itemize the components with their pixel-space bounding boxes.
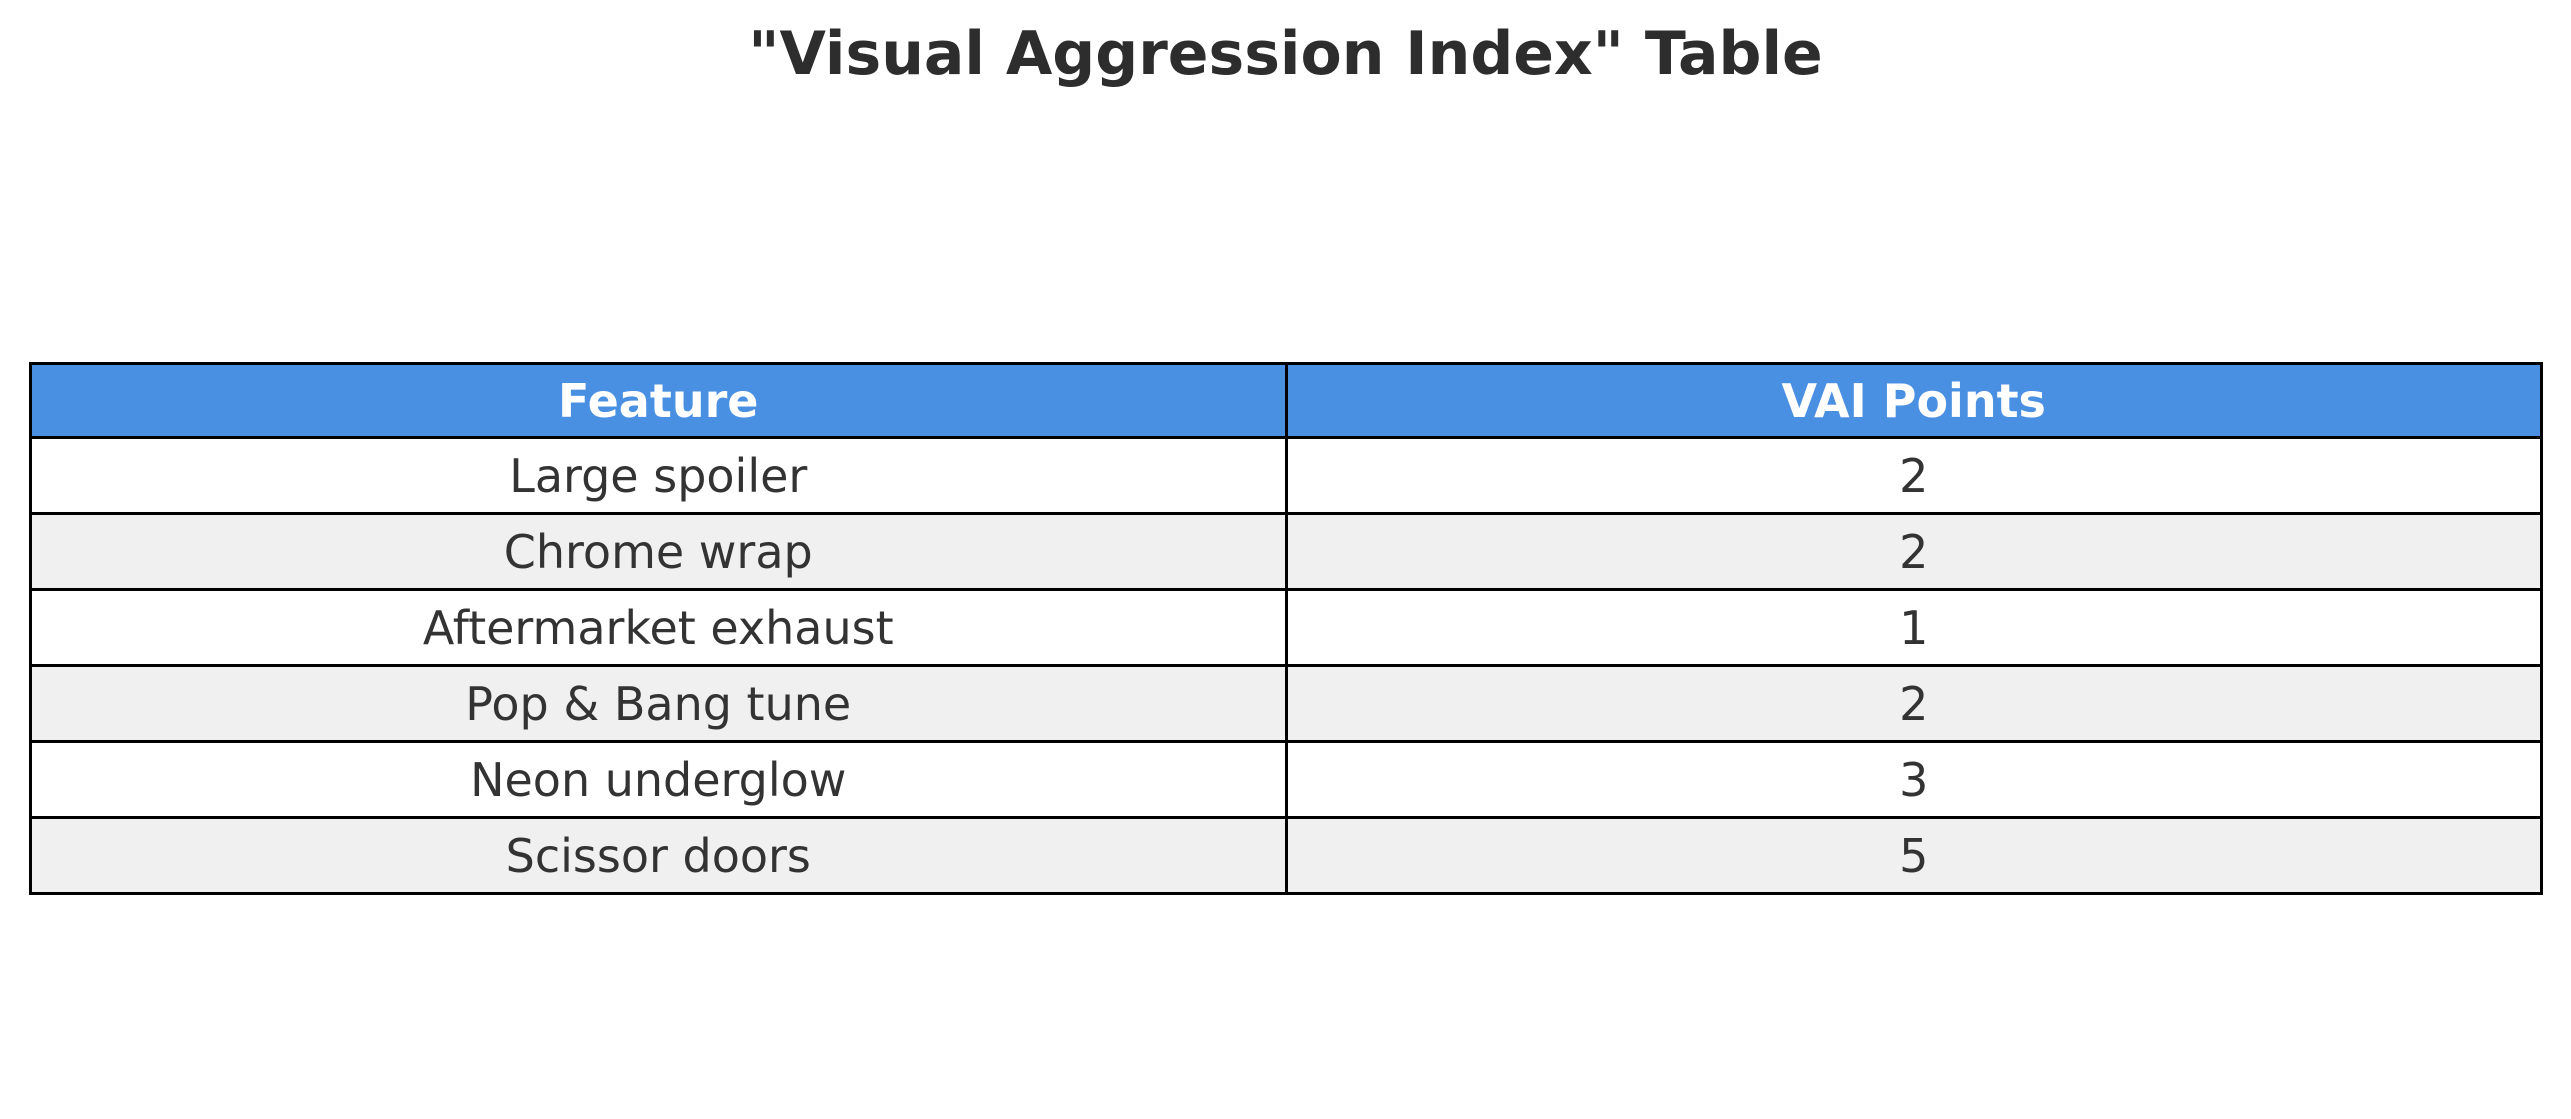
vai-table: Feature VAI Points Large spoiler 2 Chrome … bbox=[29, 362, 2543, 895]
table-row: Aftermarket exhaust 1 bbox=[29, 588, 2543, 667]
feature-cell: Large spoiler bbox=[29, 436, 1288, 515]
points-cell: 3 bbox=[1284, 740, 2543, 819]
column-header-feature: Feature bbox=[29, 362, 1288, 439]
points-cell: 2 bbox=[1284, 436, 2543, 515]
feature-cell: Pop & Bang tune bbox=[29, 664, 1288, 743]
table-row: Large spoiler 2 bbox=[29, 436, 2543, 515]
points-cell: 2 bbox=[1284, 664, 2543, 743]
feature-cell: Neon underglow bbox=[29, 740, 1288, 819]
table-row: Scissor doors 5 bbox=[29, 816, 2543, 895]
feature-cell: Chrome wrap bbox=[29, 512, 1288, 591]
header-row: Feature VAI Points bbox=[29, 362, 2543, 439]
table-row: Pop & Bang tune 2 bbox=[29, 664, 2543, 743]
points-cell: 2 bbox=[1284, 512, 2543, 591]
feature-cell: Aftermarket exhaust bbox=[29, 588, 1288, 667]
points-cell: 5 bbox=[1284, 816, 2543, 895]
points-cell: 1 bbox=[1284, 588, 2543, 667]
page-title: "Visual Aggression Index" Table bbox=[748, 19, 1823, 89]
table-row: Chrome wrap 2 bbox=[29, 512, 2543, 591]
feature-cell: Scissor doors bbox=[29, 816, 1288, 895]
table-row: Neon underglow 3 bbox=[29, 740, 2543, 819]
column-header-vai-points: VAI Points bbox=[1284, 362, 2543, 439]
